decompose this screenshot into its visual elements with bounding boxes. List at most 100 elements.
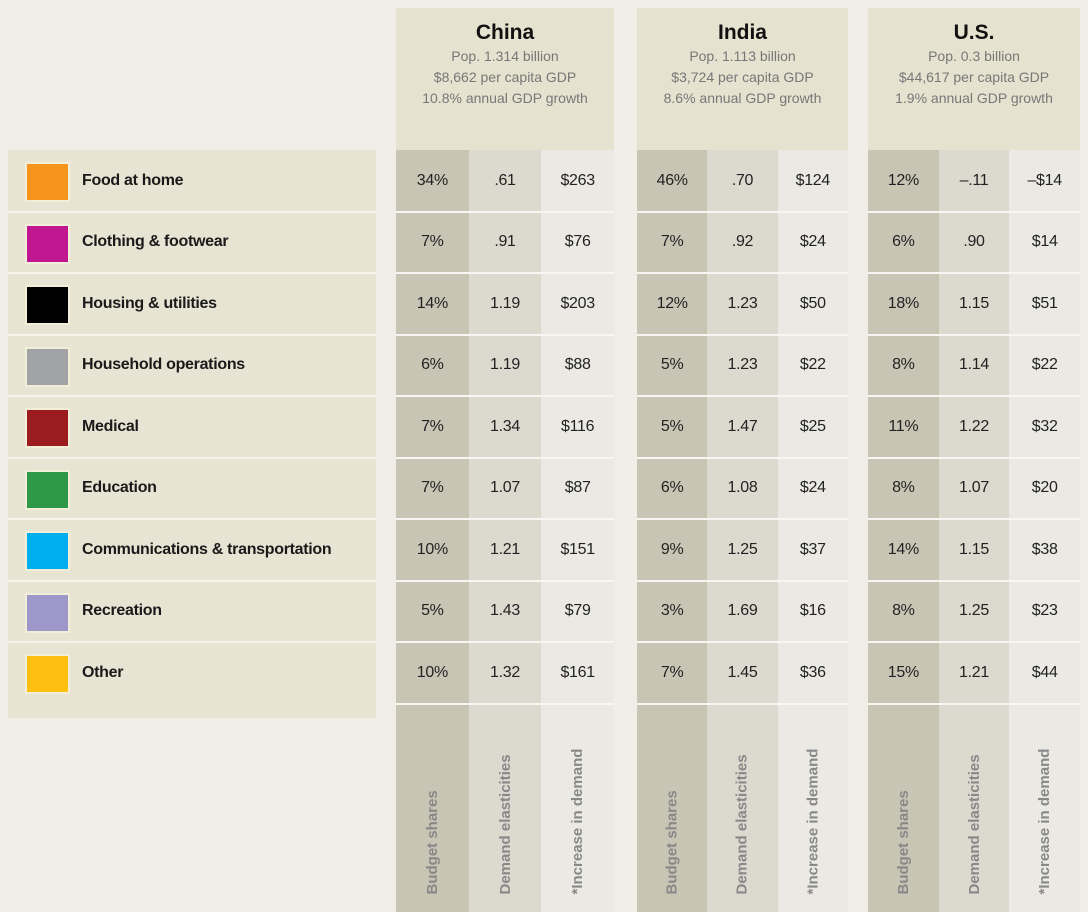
row-divider <box>868 395 1080 397</box>
swatch <box>25 223 70 264</box>
category-label: Other <box>82 663 124 681</box>
category-label: Household operations <box>82 356 245 374</box>
column-label: Budget shares <box>423 789 441 894</box>
table-cell: 1.07 <box>959 479 989 497</box>
table-cell: 5% <box>660 356 684 374</box>
table-cell: 1.23 <box>727 294 758 312</box>
column <box>637 150 708 912</box>
row-divider <box>396 518 614 520</box>
row-divider <box>868 272 1080 274</box>
column-label: Demand elasticities <box>496 753 514 894</box>
table-cell: $14 <box>1031 233 1058 251</box>
country-header: China Pop. 1.314 billion $8,662 per capita… <box>396 8 614 150</box>
column <box>777 150 848 912</box>
table-cell: 18% <box>887 294 919 312</box>
country-stat: Pop. 1.314 billion <box>451 48 559 64</box>
row-divider <box>8 518 376 520</box>
table-cell: 1.47 <box>727 417 758 435</box>
table-cell: .90 <box>963 233 985 251</box>
table-cell: $87 <box>564 479 591 497</box>
row-divider <box>396 272 614 274</box>
table-cell: 10% <box>416 663 448 681</box>
column <box>938 150 1010 912</box>
category-label: Recreation <box>82 602 162 620</box>
table-cell: 12% <box>887 171 919 189</box>
table-cell: $24 <box>799 233 826 251</box>
row-divider <box>637 579 848 582</box>
column-label: *Increase in demand <box>804 748 822 894</box>
table-cell: 8% <box>892 602 915 620</box>
table-cell: 1.15 <box>959 540 989 558</box>
table-cell: 1.07 <box>490 479 520 497</box>
row-divider <box>396 395 614 397</box>
row-divider <box>868 333 1080 336</box>
table-cell: $25 <box>799 417 826 435</box>
column <box>707 150 778 912</box>
row-divider <box>637 210 848 213</box>
table-cell: .91 <box>494 233 516 251</box>
country-stat: 1.9% annual GDP growth <box>895 90 1053 106</box>
country-stat: $3,724 per capita GDP <box>671 69 814 85</box>
table-cell: 11% <box>888 417 919 435</box>
row-divider <box>868 456 1080 459</box>
table-cell: 1.32 <box>490 663 520 681</box>
row-divider <box>396 210 614 213</box>
table-cell: $22 <box>799 356 826 374</box>
swatch <box>25 285 70 325</box>
table-cell: 1.21 <box>490 540 520 558</box>
country-stat: Pop. 1.113 billion <box>689 48 796 64</box>
table-cell: 1.34 <box>490 417 520 435</box>
row-divider <box>396 456 614 459</box>
table-cell: 7% <box>660 233 684 251</box>
table-cell: $151 <box>560 540 595 558</box>
table-cell: $22 <box>1031 356 1058 374</box>
column <box>541 150 614 912</box>
table-cell: $38 <box>1031 540 1058 558</box>
table-cell: 10% <box>416 540 448 558</box>
row-divider <box>868 641 1080 643</box>
row-divider <box>8 272 376 274</box>
table-cell: 1.19 <box>490 294 520 312</box>
row-divider <box>396 702 614 705</box>
table-cell: 1.15 <box>959 294 989 312</box>
row-divider <box>8 641 376 643</box>
table-cell: 1.45 <box>727 663 758 681</box>
row-divider <box>868 702 1080 705</box>
table-cell: 14% <box>416 294 448 312</box>
row-divider <box>868 518 1080 520</box>
table-cell: $116 <box>561 417 595 435</box>
table-cell: 6% <box>660 479 684 497</box>
table-cell: 8% <box>892 356 915 374</box>
row-divider <box>637 518 848 520</box>
table-cell: 15% <box>887 663 919 681</box>
table-cell: 1.23 <box>727 356 758 374</box>
row-divider <box>8 456 376 459</box>
table-cell: $32 <box>1031 417 1058 435</box>
table-cell: $23 <box>1031 602 1058 620</box>
country-name: India <box>717 21 767 44</box>
column-label: *Increase in demand <box>1036 748 1054 894</box>
category-label: Medical <box>82 417 139 435</box>
swatch <box>25 654 70 694</box>
country-header: U.S. Pop. 0.3 billion $44,617 per capita G… <box>868 8 1080 150</box>
swatch <box>25 592 70 633</box>
table-cell: 34% <box>416 171 448 189</box>
table-cell: 7% <box>660 663 684 681</box>
country-name: U.S. <box>953 21 995 44</box>
country-stat: Pop. 0.3 billion <box>928 48 1020 64</box>
table-cell: $37 <box>799 540 826 558</box>
table-cell: 7% <box>421 417 444 435</box>
table-cell: 6% <box>892 233 915 251</box>
country-stat: $8,662 per capita GDP <box>433 69 577 85</box>
column-label: Budget shares <box>663 789 681 894</box>
row-divider <box>8 210 376 213</box>
table-cell: $79 <box>564 602 591 620</box>
row-divider <box>8 579 376 582</box>
row-divider <box>637 456 848 459</box>
swatch <box>25 346 70 387</box>
swatch <box>25 162 70 202</box>
row-divider <box>637 702 848 705</box>
row-divider <box>868 210 1080 213</box>
country-name: China <box>475 21 535 44</box>
